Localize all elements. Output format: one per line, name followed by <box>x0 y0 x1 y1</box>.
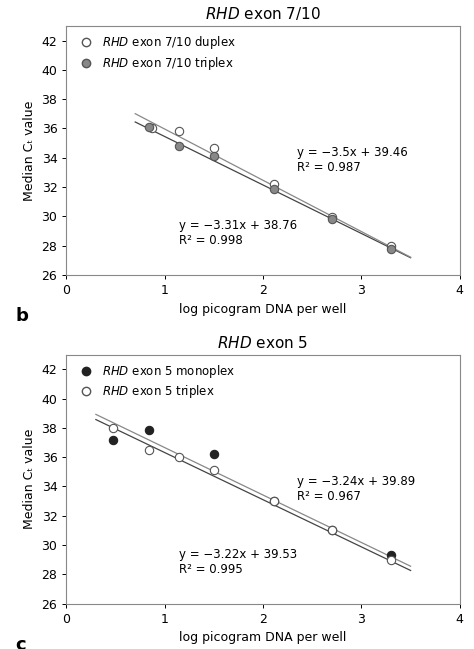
Point <box>146 122 153 132</box>
Point <box>149 123 156 134</box>
Point <box>271 496 278 506</box>
Point <box>387 554 395 565</box>
Point <box>328 214 336 224</box>
Text: y = −3.24x + 39.89
R² = 0.967: y = −3.24x + 39.89 R² = 0.967 <box>298 474 416 503</box>
Point <box>387 550 395 561</box>
Point <box>328 524 336 535</box>
Point <box>328 212 336 222</box>
Text: y = −3.31x + 38.76
R² = 0.998: y = −3.31x + 38.76 R² = 0.998 <box>180 219 298 247</box>
Point <box>210 151 218 162</box>
Point <box>146 425 153 435</box>
Point <box>210 449 218 459</box>
Title: $\mathit{RHD}$ exon 7/10: $\mathit{RHD}$ exon 7/10 <box>205 5 321 22</box>
X-axis label: log picogram DNA per well: log picogram DNA per well <box>179 631 347 644</box>
Point <box>109 422 117 433</box>
Point <box>109 434 117 445</box>
Text: y = −3.22x + 39.53
R² = 0.995: y = −3.22x + 39.53 R² = 0.995 <box>180 548 298 576</box>
Point <box>387 240 395 251</box>
Legend: $\mathit{RHD}$ exon 5 monoplex, $\mathit{RHD}$ exon 5 triplex: $\mathit{RHD}$ exon 5 monoplex, $\mathit… <box>72 360 237 403</box>
Point <box>175 452 183 462</box>
Y-axis label: Median Cₜ value: Median Cₜ value <box>23 429 36 530</box>
Point <box>271 179 278 190</box>
X-axis label: log picogram DNA per well: log picogram DNA per well <box>179 302 347 315</box>
Text: y = −3.5x + 39.46
R² = 0.987: y = −3.5x + 39.46 R² = 0.987 <box>298 146 408 174</box>
Text: c: c <box>15 636 26 649</box>
Point <box>271 184 278 195</box>
Text: b: b <box>15 307 28 325</box>
Y-axis label: Median Cₜ value: Median Cₜ value <box>23 100 36 201</box>
Point <box>146 445 153 455</box>
Point <box>175 141 183 151</box>
Point <box>271 496 278 506</box>
Point <box>387 243 395 254</box>
Legend: $\mathit{RHD}$ exon 7/10 duplex, $\mathit{RHD}$ exon 7/10 triplex: $\mathit{RHD}$ exon 7/10 duplex, $\mathi… <box>72 32 238 74</box>
Title: $\mathit{RHD}$ exon 5: $\mathit{RHD}$ exon 5 <box>218 335 309 350</box>
Point <box>328 525 336 535</box>
Point <box>210 465 218 476</box>
Point <box>210 142 218 153</box>
Point <box>175 126 183 136</box>
